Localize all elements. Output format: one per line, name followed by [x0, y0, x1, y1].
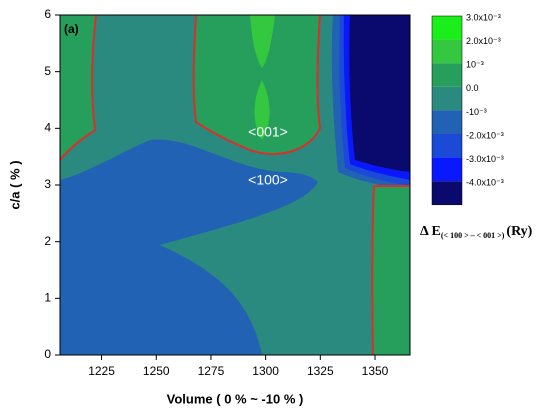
colorbar-label: Δ E(< 100 > – < 001 >) (Ry)	[420, 224, 533, 240]
contour-region	[254, 80, 270, 140]
x-tick-label: 1350	[362, 364, 389, 378]
y-tick-label: 2	[44, 234, 51, 248]
colorbar-box	[432, 157, 462, 182]
colorbar-tick-label: 3.0x10⁻³	[466, 12, 501, 22]
annotation: <100>	[248, 172, 288, 188]
colorbar-label-sub: (< 100 > – < 001 >)	[441, 231, 505, 240]
colorbar-tick-label: 10⁻³	[466, 60, 484, 70]
colorbar-tick-label: -4.0x10⁻³	[466, 178, 504, 188]
contour-line	[192, 14, 322, 155]
y-tick-label: 6	[44, 7, 51, 21]
colorbar-frame	[431, 15, 463, 206]
colorbar-box	[432, 39, 462, 64]
x-tick-label: 1250	[143, 364, 170, 378]
annotation: <001>	[248, 124, 288, 140]
y-tick-label: 3	[44, 177, 51, 191]
colorbar-box	[432, 134, 462, 158]
colorbar-label-main: Δ E	[420, 224, 441, 239]
y-tick-label: 5	[44, 64, 51, 78]
colorbar-box	[432, 16, 462, 40]
y-tick-label: 4	[44, 121, 51, 135]
contour-region	[60, 139, 318, 355]
colorbar-box	[432, 63, 462, 87]
x-tick-label: 1325	[307, 364, 334, 378]
colorbar-label-unit: (Ry)	[506, 224, 532, 239]
x-tick-label: 1225	[88, 364, 115, 378]
y-tick-label: 1	[44, 291, 51, 305]
contour-region	[60, 15, 96, 160]
colorbar-tick-label: -3.0x10⁻³	[466, 154, 504, 164]
x-axis-label: Volume ( 0 % ~ -10 % )	[167, 391, 304, 406]
contour-line	[59, 14, 97, 161]
contour-region	[372, 187, 410, 355]
plot-area	[59, 14, 410, 356]
colorbar-box	[432, 86, 462, 111]
colorbar-tick-label: 2.0x10⁻³	[466, 36, 501, 46]
contour-region	[250, 15, 275, 68]
contour-region	[349, 15, 410, 172]
colorbar-tick-label: 0.0	[466, 83, 479, 93]
panel-label: (a)	[64, 22, 79, 36]
colorbar-box	[432, 181, 462, 205]
x-tick-label: 1300	[252, 364, 279, 378]
contour-region	[193, 15, 320, 154]
y-tick-label: 0	[44, 347, 51, 361]
y-axis-label: c/a ( % )	[7, 160, 22, 209]
contour-line	[371, 185, 410, 356]
x-tick-label: 1275	[198, 364, 225, 378]
colorbar-tick-label: -2.0x10⁻³	[466, 130, 504, 140]
colorbar-box	[432, 110, 462, 134]
colorbar-tick-label: -10⁻³	[466, 107, 487, 117]
